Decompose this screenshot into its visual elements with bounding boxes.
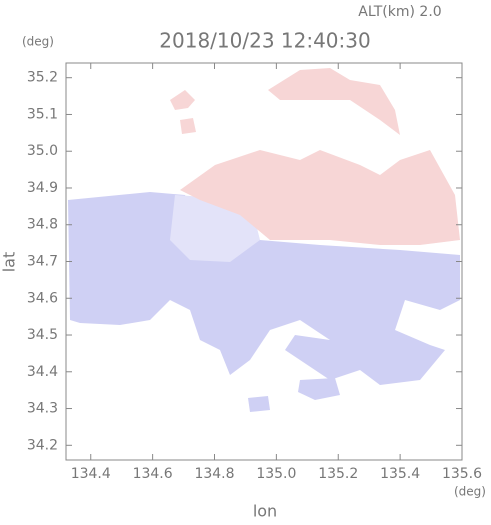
x-axis-label: lon: [253, 502, 277, 521]
x-tick-label: 134.8: [194, 466, 234, 482]
x-tick-label: 135.4: [380, 466, 420, 482]
y-tick-label: 34.3: [27, 401, 58, 417]
chart-title: 2018/10/23 12:40:30: [159, 29, 370, 53]
y-tick-label: 35.1: [27, 106, 58, 122]
y-tick-label: 34.5: [27, 327, 58, 343]
y-tick-label: 34.4: [27, 364, 58, 380]
y-tick-label: 34.6: [27, 290, 58, 306]
receding-echo: [180, 118, 196, 134]
radar-field: [68, 68, 460, 412]
altitude-label: ALT(km) 2.0: [358, 4, 441, 20]
y-tick-label: 34.2: [27, 437, 58, 453]
receding-echo: [180, 150, 460, 245]
y-tick-label: 35.0: [27, 143, 58, 159]
approaching-echo: [68, 192, 460, 385]
y-axis-label: lat: [0, 252, 19, 273]
approaching-echo: [298, 378, 340, 400]
x-tick-label: 135.2: [318, 466, 358, 482]
y-tick-label: 35.2: [27, 70, 58, 86]
x-tick-label: 134.6: [133, 466, 173, 482]
y-unit: (deg): [22, 35, 54, 49]
receding-echo: [268, 68, 400, 135]
y-tick-label: 34.9: [27, 180, 58, 196]
approaching-echo: [248, 396, 270, 412]
x-tick-label: 134.4: [71, 466, 111, 482]
y-tick-label: 34.7: [27, 254, 58, 270]
y-tick-label: 34.8: [27, 217, 58, 233]
x-unit: (deg): [454, 485, 486, 499]
x-tick-label: 135.6: [442, 466, 482, 482]
receding-echo: [170, 90, 195, 110]
x-tick-label: 135.0: [256, 466, 296, 482]
